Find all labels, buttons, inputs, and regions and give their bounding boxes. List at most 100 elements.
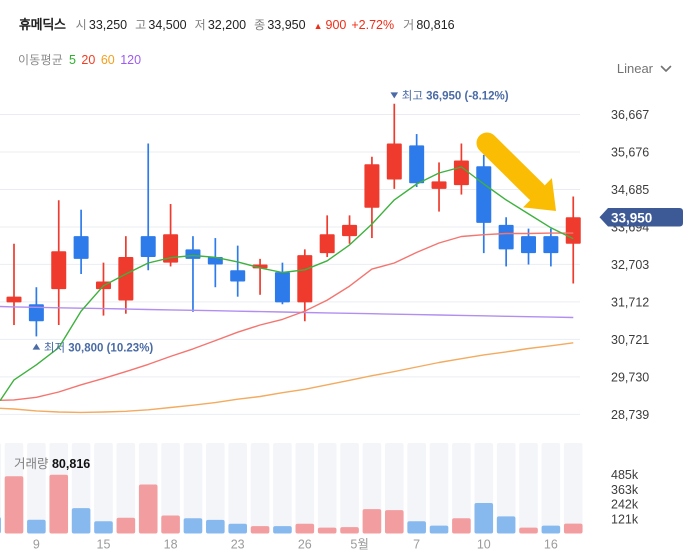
volume-bar [429,525,449,534]
candle-body [476,166,492,223]
x-tick-label: 10 [477,538,491,552]
price-axis-label: 30,721 [611,333,649,347]
volume-bar [49,474,69,534]
volume-bar [384,510,404,534]
x-tick-label: 16 [544,538,558,552]
volume-bar [94,521,113,534]
candle-body [51,251,67,290]
volume-column-bg [452,443,471,534]
field-low-label: 저 [194,18,206,32]
field-volume: 거 80,816 [403,16,454,33]
candle-body [409,145,425,184]
volume-column-bg [563,443,583,534]
candle-body [185,249,201,259]
volume-column-bg [429,443,449,534]
price-axis-label: 31,712 [611,295,649,309]
stock-header: 휴메딕스 시 33,250 고 34,500 저 32,200 종 33,950… [19,14,463,33]
x-tick-label: 15 [97,538,111,552]
low-annotation: 최저 30,800 (10.23%) [44,341,154,354]
last-price-badge [599,208,683,227]
field-close: 종 33,950 [254,16,305,33]
ma60-line [0,342,574,414]
change-value: 900 [325,18,347,32]
volume-bar [496,516,516,534]
candle-body [364,164,380,208]
volume-bar [340,527,359,534]
candle-body [319,234,335,254]
scale-selector[interactable]: Linear [617,61,672,76]
field-high-value: 34,500 [148,18,187,32]
volume-column-bg [250,443,270,534]
x-tick-label: 23 [231,538,245,552]
chevron-down-icon [660,65,672,72]
price-axis-label: 36,667 [611,108,649,122]
volume-column-bg [407,443,426,534]
volume-column-bg [161,443,180,534]
candle-body [140,236,156,257]
candle-body [543,236,559,254]
volume-column-bg [340,443,359,534]
ma-legend-60: 60 [100,53,115,67]
volume-bar [161,515,180,534]
x-tick-label: 18 [164,538,178,552]
volume-bar [183,518,203,534]
price-axis-label: 35,676 [611,145,649,159]
volume-bar [71,508,91,534]
arrow-annotation-head [523,178,556,211]
ma-legend: 이동평균 5 20 60 120 [18,51,147,68]
candle-body [297,255,313,303]
price-change: ▲ 900 +2.72% [314,18,395,32]
volume-axis-label: 242k [611,498,639,512]
volume-column-bg [273,443,292,534]
volume-column-bg [295,443,315,534]
volume-bar [295,523,315,534]
x-tick-label: 9 [33,538,40,552]
x-tick-label: 7 [413,538,420,552]
volume-bar [4,476,24,534]
volume-bar-clipped [0,517,1,534]
price-axis-label: 34,685 [611,183,649,197]
candle-body [6,296,22,303]
field-high-label: 고 [135,18,146,32]
volume-bar [541,525,561,534]
volume-bar [228,523,247,534]
candle-body [521,236,537,254]
scale-selector-label: Linear [616,61,653,76]
volume-column-bg [317,443,337,534]
volume-bar [206,519,225,534]
last-price-badge-text: 33,950 [611,210,652,225]
x-tick-label: 5월 [350,538,368,552]
volume-bar [474,503,494,534]
candle-body [207,256,223,265]
volume-axis-label: 121k [611,512,639,526]
candle-body [565,217,581,244]
price-axis-label: 32,703 [611,258,649,272]
field-volume-value: 80,816 [416,18,455,32]
price-axis-label: 29,730 [611,370,649,384]
volume-column-bg [94,443,113,534]
volume-bar [362,509,382,534]
ma20-line [0,232,574,401]
low-marker-icon [32,343,41,350]
change-percent: +2.72% [351,18,395,32]
high-annotation: 최고 36,950 (-8.12%) [402,89,509,102]
volume-bar [407,521,426,534]
candle-body [274,272,290,303]
field-volume-label: 거 [403,18,414,32]
candle-body [28,304,44,322]
volume-column-bg [0,443,1,534]
volume-bar [563,523,583,534]
arrow-annotation-shaft [476,132,547,202]
volume-bar [519,527,538,534]
ma-legend-5: 5 [68,53,76,67]
candle-body [118,256,134,301]
x-tick-label: 26 [298,538,312,552]
volume-bar [116,517,136,534]
field-open: 시 33,250 [76,16,127,33]
volume-bar [27,519,46,534]
volume-bar [452,518,471,534]
candle-body [342,224,358,237]
price-axis-label: 28,739 [611,408,649,422]
ma120-line [0,305,574,319]
